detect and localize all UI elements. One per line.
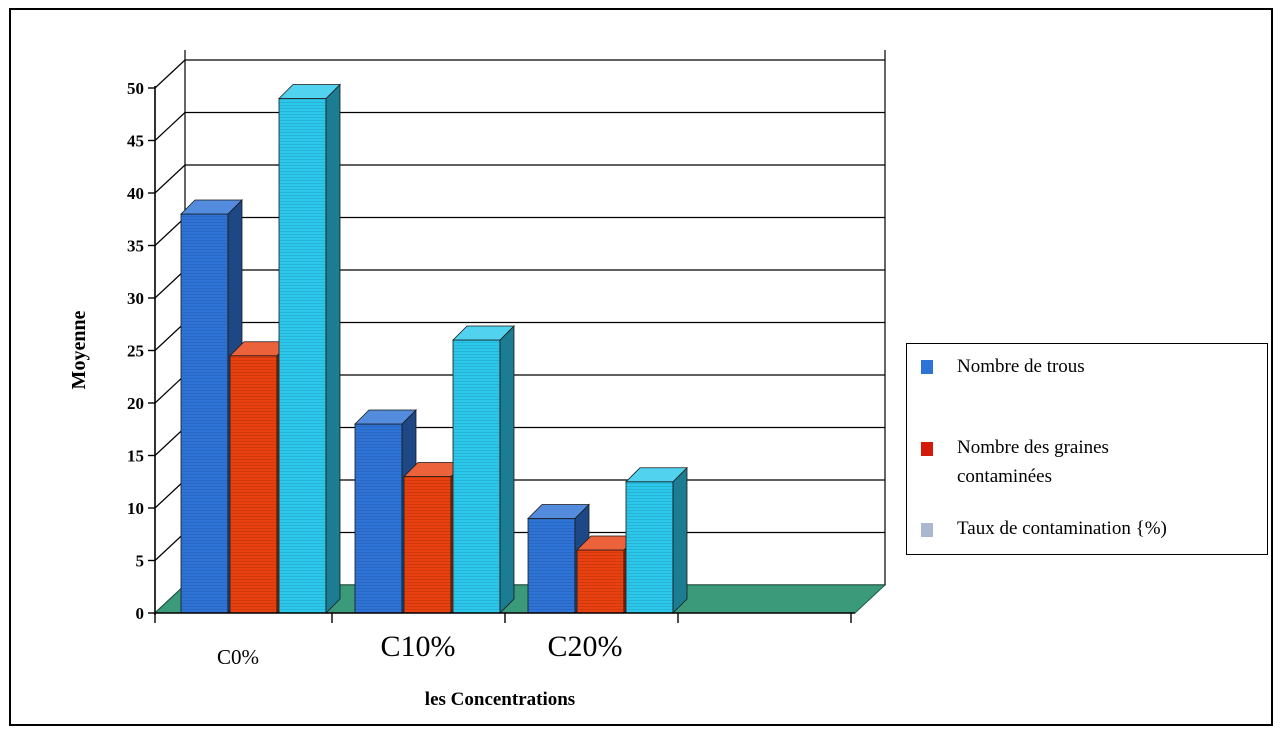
y-tick-label: 10: [127, 499, 144, 518]
y-tick-label: 30: [127, 289, 144, 308]
legend-swatch: [921, 523, 933, 537]
gridline-side: [154, 59, 186, 89]
gridline-side: [154, 427, 186, 456]
bar-texture: [577, 550, 624, 613]
gridline-side: [154, 479, 186, 509]
bars: [180, 83, 688, 614]
legend-swatch: [921, 442, 933, 456]
x-axis-title: les Concentrations: [425, 689, 575, 710]
chart-labels: 0 5 10 15 20 25 30 35 40 45 50 C0% C10% C20% les Conce…: [68, 79, 623, 710]
legend-label: Nombre de trous: [957, 356, 1085, 377]
gridline-side: [154, 164, 186, 194]
x-category-label: C0%: [217, 645, 259, 669]
bar-top: [180, 199, 243, 215]
bar-side: [325, 83, 341, 614]
y-tick-label: 45: [127, 132, 144, 151]
gridline-side: [154, 374, 186, 404]
x-axis: [154, 612, 855, 623]
bar-texture: [528, 518, 575, 613]
y-axis-title: Moyenne: [68, 310, 90, 389]
bar-top: [278, 84, 341, 99]
bar-texture: [279, 98, 326, 613]
legend-label: Nombre des graines contaminées: [957, 437, 1109, 487]
gridline-side: [154, 322, 186, 351]
y-tick-label: 35: [127, 237, 144, 256]
y-tick-label: 0: [136, 604, 145, 623]
x-category-label: C20%: [548, 630, 623, 663]
y-tick-label: 15: [127, 447, 144, 466]
bar-texture: [626, 481, 673, 613]
bar-side: [672, 466, 688, 614]
gridline-side: [154, 269, 186, 299]
gridline-side: [154, 217, 186, 246]
chart-frame: [9, 8, 1273, 726]
y-tick-label: 40: [127, 184, 144, 203]
bar-top: [452, 325, 515, 341]
gridline-side: [154, 112, 186, 141]
bar-texture: [230, 355, 277, 613]
legend-label: Taux de contamination {%): [957, 518, 1167, 539]
y-axis: [148, 86, 156, 615]
y-tick-label: 50: [127, 79, 144, 98]
bar-texture: [181, 214, 228, 613]
legend: Nombre de trous Nombre des graines conta…: [906, 343, 1268, 555]
bar-side: [499, 325, 515, 614]
y-tick-label: 25: [127, 342, 144, 361]
y-tick-label: 5: [136, 552, 145, 571]
gridline-side: [154, 532, 186, 561]
x-category-label: C10%: [381, 630, 456, 663]
bar-top: [527, 504, 590, 519]
bar-texture: [404, 476, 451, 613]
legend-swatch: [921, 360, 933, 374]
bar-texture: [453, 340, 500, 613]
bar-texture: [355, 424, 402, 613]
bar-top: [354, 409, 417, 425]
bar-top: [625, 467, 688, 483]
y-tick-label: 20: [127, 394, 144, 413]
